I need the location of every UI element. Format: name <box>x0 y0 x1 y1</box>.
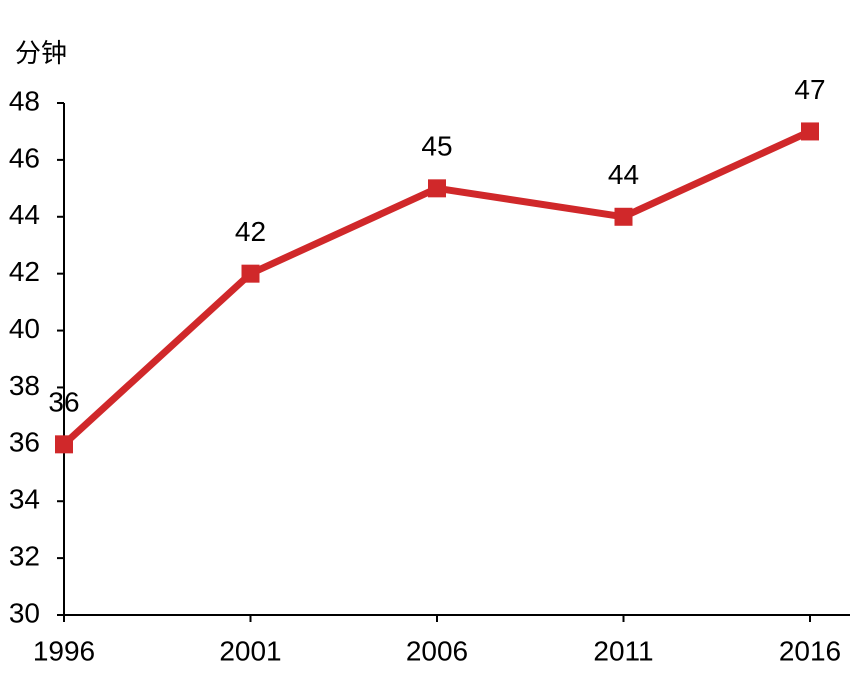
x-tick-label: 1996 <box>33 635 95 666</box>
x-tick-label: 2006 <box>406 635 468 666</box>
y-tick-label: 32 <box>9 541 40 572</box>
data-marker <box>241 264 260 283</box>
y-tick-label: 38 <box>9 370 40 401</box>
data-marker <box>801 122 819 141</box>
x-tick-label: 2001 <box>219 635 281 666</box>
y-tick-label: 30 <box>9 597 40 628</box>
y-tick-label: 36 <box>9 427 40 458</box>
data-label: 45 <box>421 131 452 162</box>
y-tick-label: 34 <box>9 484 40 515</box>
x-tick-label: 2011 <box>593 635 653 666</box>
data-marker <box>55 435 73 454</box>
x-tick-label: 2016 <box>779 635 841 666</box>
data-label: 44 <box>608 159 639 190</box>
y-tick-label: 46 <box>9 142 40 173</box>
y-tick-label: 42 <box>9 256 40 287</box>
data-label: 36 <box>48 387 79 418</box>
data-marker <box>614 207 633 226</box>
y-axis-label: 分钟 <box>15 38 67 68</box>
y-tick-label: 44 <box>9 199 40 230</box>
data-label: 47 <box>794 74 825 105</box>
y-tick-label: 48 <box>9 85 40 116</box>
data-marker <box>428 179 446 198</box>
data-line <box>61 128 812 447</box>
data-label: 42 <box>235 216 266 247</box>
y-tick-label: 40 <box>9 313 40 344</box>
